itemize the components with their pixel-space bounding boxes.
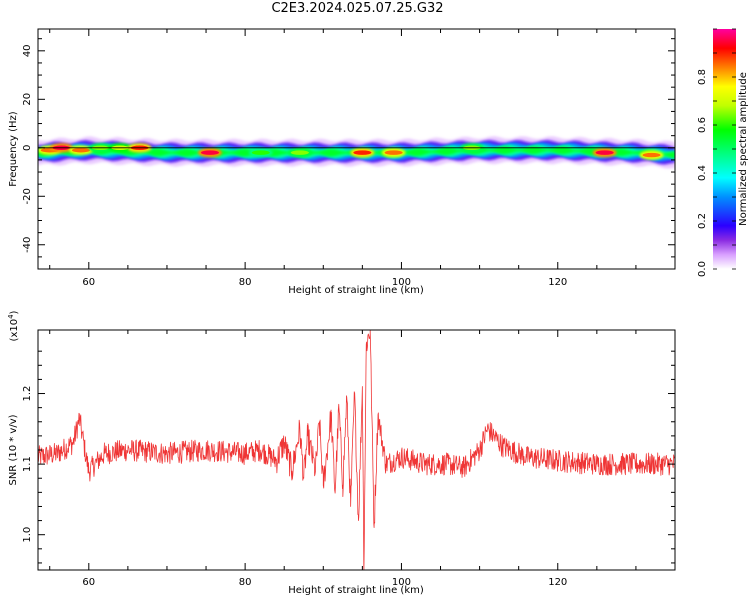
snr-x-tick-label: 80 [239, 577, 252, 588]
colorbar-tick-label: 0.0 [697, 261, 708, 277]
snr-x-tick-label: 60 [82, 577, 95, 588]
spectrogram-frame [37, 28, 676, 270]
snr-y-axis-label: SNR (10 * v/v) [8, 414, 19, 485]
snr-y-tick-label: 1.0 [22, 527, 33, 543]
spectrogram-panel: 60 80 100 120 40 20 0 -20 -40 Height of straight… [8, 28, 676, 296]
colorbar-tick-label: 0.8 [697, 69, 708, 85]
spectrogram-y-tick-label: 20 [22, 93, 33, 106]
spectrogram-y-tick-label: 40 [22, 44, 33, 57]
spectrogram-hot-spot [353, 150, 372, 155]
spectrogram-hot-spot [71, 147, 90, 153]
spectrogram-x-tick-label: 80 [239, 277, 252, 288]
snr-y-multiplier-label: (x104) [7, 310, 20, 341]
spectrogram-x-axis-label: Height of straight line (km) [288, 285, 424, 296]
spectrogram-y-axis-label: Frequency (Hz) [8, 111, 19, 187]
spectrogram-y-tick-label: -40 [22, 237, 33, 253]
page-title: C2E3.2024.025.07.25.G32 [271, 1, 444, 16]
colorbar-gradient [713, 29, 736, 269]
colorbar-tick-label: 0.6 [697, 117, 708, 133]
spectrogram-hot-spot [384, 150, 403, 155]
snr-x-axis-label: Height of straight line (km) [288, 585, 424, 596]
spectrogram-y-tick-label: -20 [22, 188, 33, 204]
snr-y-tick-label: 1.1 [22, 456, 33, 472]
spectrogram-x-tick-label: 120 [548, 277, 567, 288]
spectrogram-x-tick-label: 100 [392, 277, 411, 288]
spectrogram-hot-spot [642, 152, 661, 158]
colorbar-tick-label: 0.4 [697, 165, 708, 181]
colorbar: 0.0 0.2 0.4 0.6 0.8 Normalized spectral ampl… [697, 28, 749, 277]
spectrogram-hot-spot [595, 150, 614, 155]
snr-x-tick-label: 100 [392, 577, 411, 588]
spectrogram-ticks: 60 80 100 120 40 20 0 -20 -40 [22, 29, 676, 288]
snr-ticks: 60 80 100 120 1.0 1.1 1.2 [22, 330, 676, 588]
snr-series-line [38, 330, 675, 570]
snr-panel: 60 80 100 120 1.0 1.1 1.2 Height of straight l… [7, 310, 676, 596]
spectrogram-x-tick-label: 60 [82, 277, 95, 288]
colorbar-label: Normalized spectral amplitude [738, 72, 749, 226]
snr-y-tick-label: 1.2 [22, 386, 33, 402]
colorbar-ticks: 0.0 0.2 0.4 0.6 0.8 [697, 28, 736, 277]
colorbar-tick-label: 0.2 [697, 213, 708, 229]
spectrogram-y-tick-label: 0 [22, 145, 33, 151]
spectrogram-hot-spot [251, 150, 270, 155]
spectrogram-hot-spot [290, 150, 309, 155]
snr-x-tick-label: 120 [548, 577, 567, 588]
spectrogram-hot-spot [200, 150, 219, 155]
